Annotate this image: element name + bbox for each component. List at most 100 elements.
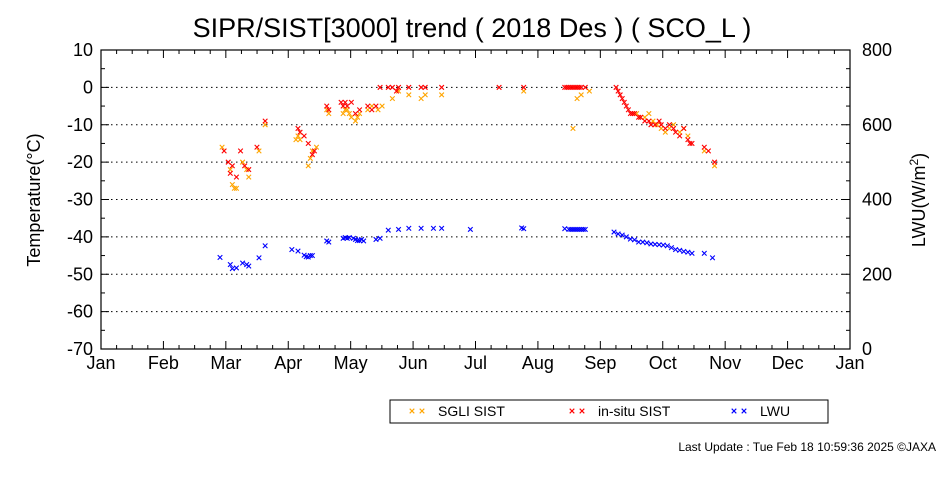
last-update-footer: Last Update : Tue Feb 18 10:59:36 2025 ©…	[678, 440, 936, 454]
sgli-sist-point	[379, 103, 385, 109]
y2-tick-label: 400	[862, 190, 892, 210]
in-situ-sist-point	[689, 140, 695, 147]
in-situ-sist-point	[627, 110, 634, 117]
month-label: Nov	[709, 353, 741, 373]
legend-marker	[731, 408, 737, 414]
lwu-point	[326, 239, 332, 245]
sgli-sist-point	[574, 95, 580, 102]
lwu-point	[572, 226, 578, 233]
sgli-sist-point	[340, 110, 346, 117]
legend-item-lwu: LWU	[731, 403, 790, 419]
in-situ-sist-point	[246, 166, 252, 173]
month-label: May	[334, 353, 368, 373]
in-situ-sist-point	[646, 118, 652, 124]
lwu-point	[685, 249, 691, 255]
legend-marker	[409, 408, 415, 414]
in-situ-sist-point	[576, 84, 582, 91]
sgli-sist-point	[570, 125, 576, 132]
lwu-point	[566, 226, 572, 233]
in-situ-sist-point	[377, 84, 383, 91]
in-situ-sist-point	[711, 159, 718, 165]
in-situ-sist-point	[496, 84, 502, 91]
month-tick-labels: Jan Feb Mar Apr May Jun Jul Aug Sep Oct Nov Dec Jan	[86, 353, 864, 373]
in-situ-sist-point	[324, 103, 330, 109]
sgli-sist-point	[293, 137, 299, 143]
lwu-point	[681, 248, 687, 255]
in-situ-sist-point	[389, 84, 396, 91]
in-situ-sist-point	[352, 110, 359, 117]
in-situ-sist-point	[395, 84, 402, 91]
y-tick-label: 0	[83, 77, 93, 97]
in-situ-sist-point	[625, 107, 632, 113]
lwu-point	[701, 250, 707, 257]
lwu-point	[709, 255, 716, 261]
in-situ-sist-point	[438, 84, 445, 91]
in-situ-sist-point	[623, 103, 630, 109]
month-label: Apr	[274, 353, 302, 373]
lwu-point	[246, 263, 252, 269]
lwu-point	[672, 246, 679, 253]
lwu-point	[521, 225, 527, 232]
lwu-point	[430, 225, 437, 231]
legend-marker	[569, 408, 575, 414]
lwu-point	[576, 226, 582, 233]
y-axis-label: Temperature(°C)	[24, 133, 44, 266]
in-situ-sist-point	[635, 114, 642, 120]
in-situ-sist-point	[262, 118, 268, 124]
lwu-point	[582, 226, 588, 233]
lwu-point	[568, 226, 574, 233]
lwu-point	[676, 247, 683, 254]
in-situ-sist-point	[373, 103, 379, 109]
lwu-point	[619, 232, 625, 238]
lwu-point	[438, 225, 445, 231]
legend-marker	[741, 408, 747, 414]
in-situ-sist-point	[254, 144, 260, 150]
month-label: Jun	[399, 353, 428, 373]
in-situ-sist-point	[301, 133, 307, 139]
lwu-point	[262, 243, 268, 249]
y-tick-label: -40	[67, 227, 93, 247]
month-label: Jul	[464, 353, 487, 373]
in-situ-sist-point	[340, 103, 346, 109]
legend: SGLI SIST in-situ SIST LWU	[389, 399, 829, 424]
in-situ-sist-point	[613, 84, 619, 91]
lwu-point	[346, 234, 352, 241]
sgli-sist-point	[239, 159, 246, 165]
lwu-point	[289, 246, 295, 253]
lwu-point	[467, 226, 474, 233]
sgli-sist-point	[229, 181, 236, 188]
month-label: Oct	[649, 353, 677, 373]
month-label: Jan	[86, 353, 115, 373]
in-situ-sist-point	[338, 99, 344, 106]
legend-label: in-situ SIST	[598, 403, 671, 419]
in-situ-sist-point	[562, 84, 568, 91]
month-label: Jan	[835, 353, 864, 373]
sgli-sist-point	[654, 122, 660, 128]
in-situ-sist-point	[356, 107, 363, 113]
grid-lines	[101, 86, 850, 313]
in-situ-sist-point	[701, 144, 707, 150]
month-label: Sep	[584, 353, 616, 373]
sgli-sist-point	[246, 174, 252, 180]
lwu-point	[615, 231, 621, 237]
in-situ-sist-point	[578, 84, 584, 91]
sgli-sist-point	[422, 92, 428, 98]
y-tick-label: -70	[67, 339, 93, 359]
sgli-sist-point	[354, 114, 361, 120]
in-situ-sist-point	[229, 163, 236, 169]
y-tick-label: 10	[73, 40, 93, 60]
in-situ-sist-point	[658, 122, 664, 128]
in-situ-sist-point	[241, 163, 248, 169]
lwu-point	[309, 252, 316, 259]
left-axis-tick-labels: 10 0 -10 -20 -30 -40 -50 -60 -70	[67, 40, 93, 359]
lwu-point	[418, 225, 424, 231]
in-situ-sist-point	[572, 84, 578, 91]
lwu-point	[623, 234, 630, 240]
in-situ-sist-point	[662, 125, 669, 132]
sgli-sist-point	[633, 110, 640, 117]
in-situ-sist-point	[393, 88, 400, 94]
in-situ-sist-point	[305, 140, 311, 147]
sgli-sist-point	[342, 107, 348, 113]
sgli-sist-point	[256, 148, 262, 154]
sgli-sist-point	[352, 118, 359, 124]
